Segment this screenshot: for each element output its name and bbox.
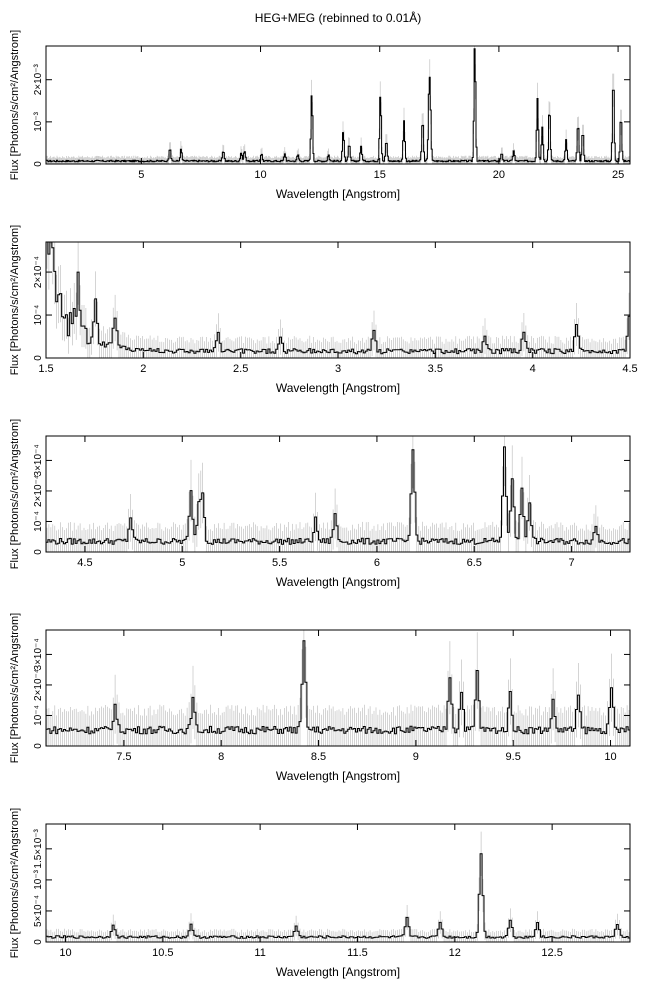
x-tick-label: 10 [254,169,266,181]
y-tick-label: 5×10⁻⁴ [33,895,44,927]
x-tick-label: 11.5 [347,947,368,959]
x-tick-label: 4.5 [77,557,92,569]
x-tick-label: 5 [179,557,185,569]
x-axis-label: Wavelength [Angstrom] [276,965,400,979]
y-tick-label: 10⁻³ [33,869,44,889]
flux-histogram [46,446,630,552]
y-axis-label: Flux [Photons/s/cm²/Angstrom] [9,30,21,180]
y-tick-label: 10⁻³ [33,111,44,131]
x-tick-label: 15 [374,169,386,181]
spectrum [46,831,630,942]
y-axis-label: Flux [Photons/s/cm²/Angstrom] [9,613,21,763]
x-tick-label: 3.5 [428,363,443,375]
y-axis-label: Flux [Photons/s/cm²/Angstrom] [9,419,21,569]
y-tick-label: 0 [33,939,44,945]
y-tick-label: 2×10⁻³ [33,63,44,95]
x-tick-label: 6.5 [467,557,482,569]
y-tick-label: 10⁻⁴ [33,511,44,532]
y-tick-label: 10⁻⁴ [33,305,44,326]
x-tick-label: 10 [59,947,71,959]
plot-frame [45,629,631,747]
x-axis-label: Wavelength [Angstrom] [276,769,400,783]
error-bars [46,630,630,746]
chart-panel-2: 1.5 2 2.5 3 3.5 4 4.5 0 10⁻⁴ 2×10⁻⁴ Wavelength [An… [9,225,638,395]
chart-panel-5: 10 10.5 11 11.5 12 12.5 0 5×10⁻⁴ 10⁻³1.5×10⁻³ Wav… [9,808,631,979]
x-tick-label: 11 [254,947,265,959]
x-tick-label: 10 [604,751,616,763]
y-tick-label: 3×10⁻⁴ [33,638,44,670]
y-tick-label: 0 [33,743,44,749]
x-tick-label: 1.5 [38,363,53,375]
x-tick-label: 20 [493,169,505,181]
x-tick-label: 2 [140,363,146,375]
x-tick-label: 12 [449,947,461,959]
x-axis-label: Wavelength [Angstrom] [276,575,400,589]
spectrum [46,436,630,552]
y-tick-label: 2×10⁻⁴ [33,669,44,701]
plot-frame [45,823,631,943]
x-tick-label: 6 [374,557,380,569]
y-tick-label: 10⁻⁴ [33,705,44,726]
error-bars [46,436,630,552]
x-tick-label: 25 [612,169,624,181]
y-tick-label: 1.5×10⁻³ [33,828,44,868]
x-tick-label: 4 [530,363,536,375]
error-bars [46,831,630,942]
x-tick-label: 8.5 [311,751,326,763]
x-tick-label: 5.5 [272,557,287,569]
flux-histogram [46,48,630,164]
y-tick-label: 3×10⁻⁴ [33,444,44,476]
flux-histogram [46,640,630,746]
y-tick-label: 0 [33,355,44,361]
y-tick-label: 0 [33,161,44,167]
x-tick-label: 3 [335,363,341,375]
x-axis-label: Wavelength [Angstrom] [276,381,400,395]
y-tick-label: 2×10⁻⁴ [33,256,44,288]
plot-frame [45,435,631,553]
x-tick-label: 2.5 [233,363,248,375]
x-axis-label: Wavelength [Angstrom] [276,187,400,201]
spectrum [46,630,630,746]
flux-histogram [46,853,630,942]
x-tick-label: 10.5 [152,947,173,959]
x-tick-label: 5 [138,169,144,181]
x-tick-label: 12.5 [541,947,562,959]
y-axis-label: Flux [Photons/s/cm²/Angstrom] [9,808,21,958]
spectrum [46,46,630,164]
chart-panel-3: 4.5 5 5.5 6 6.5 7 0 10⁻⁴ 2×10⁻⁴3×10⁻⁴ Wavelength … [9,419,631,589]
y-tick-label: 2×10⁻⁴ [33,475,44,507]
chart-panel-1: 5 10 15 20 25 0 10⁻³ 2×10⁻³ Wavelength [Angstrom… [9,30,631,201]
figure-title: HEG+MEG (rebinned to 0.01Å) [255,10,421,25]
x-tick-label: 4.5 [622,363,637,375]
plot-frame [45,241,631,359]
flux-histogram [46,242,630,358]
x-tick-label: 7.5 [116,751,131,763]
x-tick-label: 9.5 [506,751,521,763]
plot-frame [45,45,631,165]
y-tick-label: 0 [33,549,44,555]
chart-panel-4: 7.5 8 8.5 9 9.5 10 0 10⁻⁴ 2×10⁻⁴3×10⁻⁴ Wavelength… [9,613,631,783]
y-axis-label: Flux [Photons/s/cm²/Angstrom] [9,225,21,375]
x-tick-label: 7 [569,557,575,569]
x-tick-label: 8 [218,751,224,763]
x-tick-label: 9 [413,751,419,763]
